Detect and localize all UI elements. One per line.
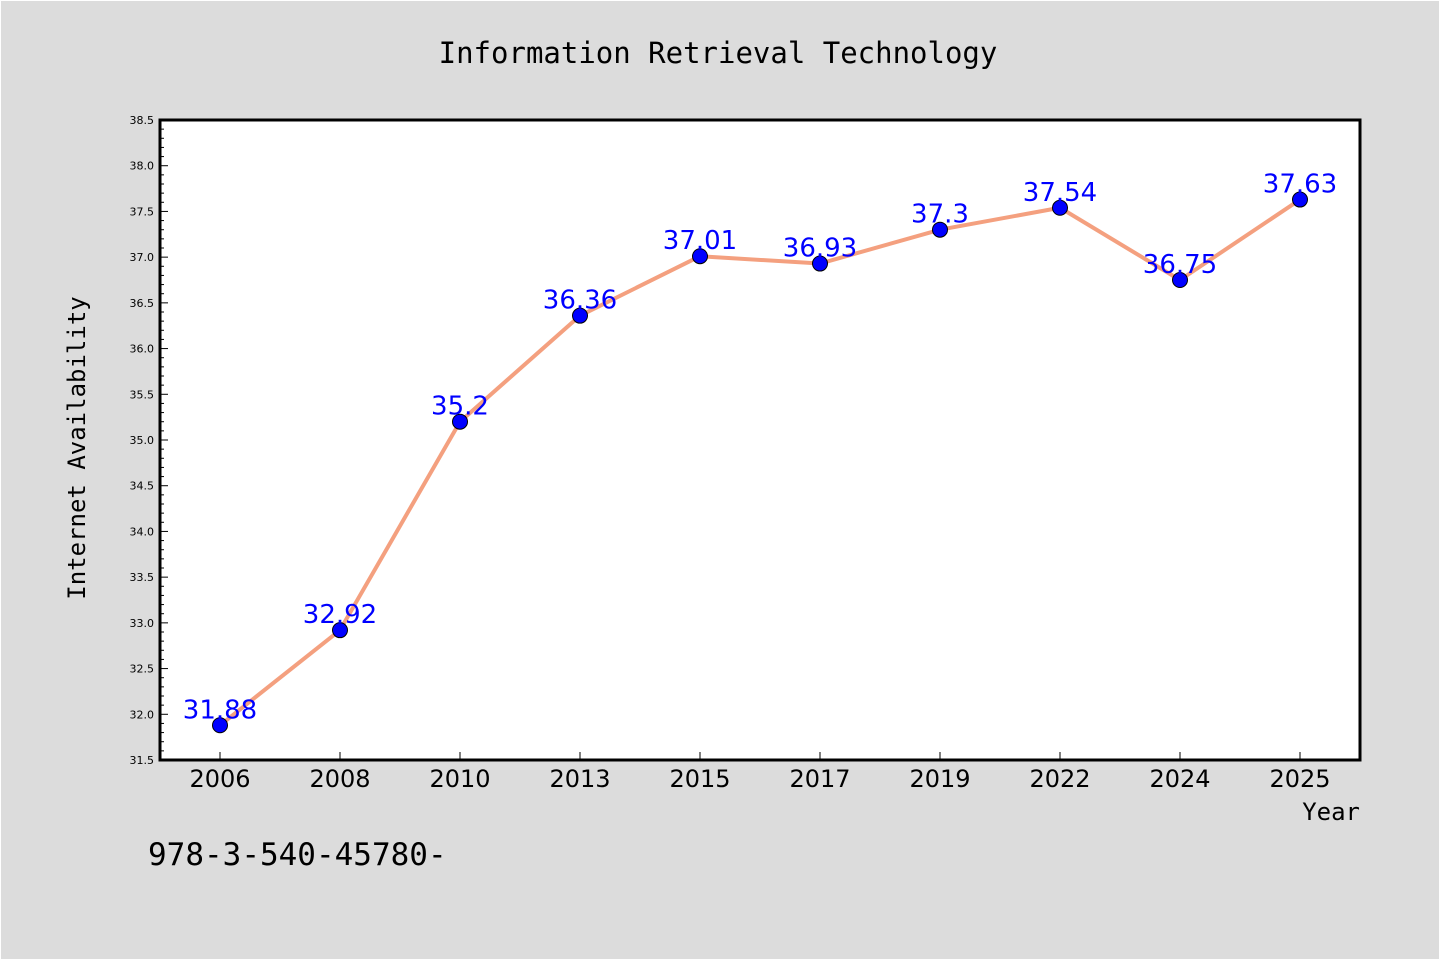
data-label: 36.36 [543,286,617,316]
y-tick-label: 38.0 [130,160,155,173]
x-tick-label: 2006 [189,765,250,793]
x-tick-label: 2013 [549,765,610,793]
y-tick-label: 36.0 [130,343,155,356]
data-label: 36.93 [783,234,857,264]
x-axis: 2006 2008 2010 2013 2015 2017 2019 2022 2024 2025 [189,752,1331,793]
data-point [212,717,228,734]
data-label: 31.88 [183,695,257,725]
y-tick-label: 36.5 [130,297,155,310]
y-tick-label: 34.0 [130,525,155,538]
y-tick-label: 32.5 [130,663,155,676]
data-label: 37.3 [911,200,969,230]
y-tick-label: 33.0 [130,617,155,630]
data-point [1172,272,1188,288]
data-point [1292,191,1308,208]
y-tick-label: 34.5 [130,480,155,493]
data-point [1052,199,1068,216]
data-point [812,255,828,272]
data-label: 35.2 [431,392,489,422]
x-tick-label: 2019 [909,765,970,793]
y-tick-label: 37.0 [130,251,155,264]
y-axis-label: Internet Availability [63,296,91,599]
data-labels: 31.88 32.92 35.2 36.36 37.01 36.93 37.3 37.54 36… [183,170,1337,726]
series-markers [212,191,1308,734]
data-point [452,413,468,430]
chart-title: Information Retrieval Technology [439,36,998,70]
data-point [332,622,348,639]
y-axis: 31.5 32.0 32.5 33.0 33.5 34.0 34.5 35.0 35.5 36.0… [130,114,168,767]
data-point [932,221,948,238]
data-label: 36.75 [1143,250,1217,280]
data-label: 37.54 [1023,178,1097,208]
x-tick-label: 2017 [789,765,850,793]
y-tick-label: 35.5 [130,388,155,401]
data-point [572,307,588,324]
x-tick-label: 2024 [1149,765,1210,793]
y-tick-label: 35.0 [130,434,155,447]
x-tick-label: 2022 [1029,765,1090,793]
footer-text: 978-3-540-45780- [148,837,447,873]
data-point [692,248,708,265]
y-tick-label: 33.5 [130,571,155,584]
y-tick-label: 37.5 [130,205,155,218]
data-label: 37.01 [663,226,737,256]
x-tick-label: 2008 [309,765,370,793]
y-tick-label: 32.0 [130,708,155,721]
data-label: 32.92 [303,600,377,630]
y-tick-label: 38.5 [130,114,155,127]
data-label: 37.63 [1263,170,1337,200]
x-axis-label: Year [1302,798,1360,826]
plot-area [158,118,1362,762]
x-tick-label: 2025 [1269,765,1330,793]
series-line [218,197,1302,728]
x-tick-label: 2015 [669,765,730,793]
x-tick-label: 2010 [429,765,490,793]
y-tick-label: 31.5 [130,754,155,767]
